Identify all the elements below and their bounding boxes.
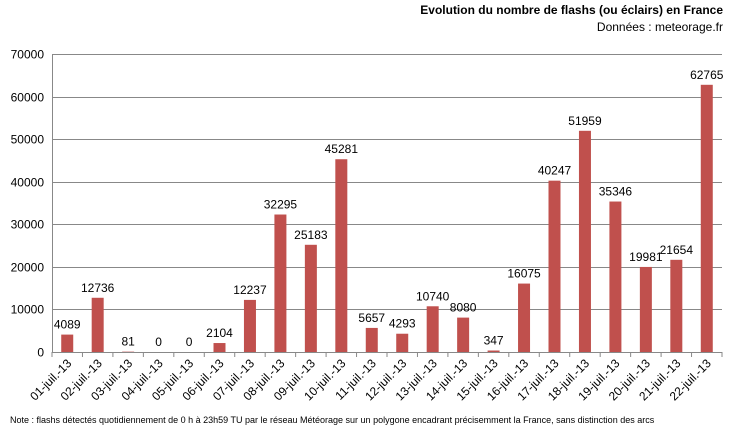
chart-note: Note : flashs détectés quotidiennement d… (10, 415, 655, 425)
data-label: 0 (186, 335, 193, 349)
grid-lines (52, 54, 722, 353)
y-tick-label: 40000 (11, 176, 45, 190)
y-tick-label: 50000 (11, 133, 45, 147)
bar (578, 130, 591, 352)
data-label: 32295 (264, 198, 298, 212)
data-label: 62765 (690, 68, 724, 82)
bar (396, 333, 409, 352)
data-label: 19981 (629, 250, 663, 264)
data-label: 4089 (54, 318, 81, 332)
data-label: 10740 (416, 289, 450, 303)
y-tick-label: 70000 (11, 48, 45, 62)
bar (426, 306, 439, 352)
chart-title: Evolution du nombre de flashs (ou éclair… (420, 3, 723, 17)
bar (609, 201, 622, 352)
y-tick-label: 30000 (11, 218, 45, 232)
bar (487, 350, 500, 352)
bar (335, 159, 348, 352)
x-axis-ticks: 01-juil.-1302-juil.-1303-juil.-1304-juil… (27, 352, 723, 403)
data-label: 16075 (507, 267, 541, 281)
data-label: 347 (484, 334, 504, 348)
bar (243, 299, 256, 352)
bar (213, 343, 226, 352)
data-label: 8080 (450, 301, 477, 315)
data-label: 12237 (233, 283, 267, 297)
data-label: 40247 (538, 164, 572, 178)
bars (61, 84, 713, 353)
data-label: 35346 (599, 185, 633, 199)
bar (518, 283, 531, 352)
chart-subtitle: Données : meteorage.fr (596, 20, 723, 34)
y-tick-label: 60000 (11, 91, 45, 105)
bar (274, 214, 287, 352)
data-label: 0 (155, 335, 162, 349)
y-tick-label: 0 (37, 346, 44, 360)
bar (670, 259, 683, 352)
data-label: 45281 (325, 142, 359, 156)
data-label: 25183 (294, 228, 328, 242)
data-label: 51959 (568, 114, 602, 128)
y-tick-label: 10000 (11, 303, 45, 317)
bar (639, 266, 652, 352)
y-axis-ticks: 0 10000 20000 30000 40000 50000 60000 70000 (11, 48, 45, 360)
bar (61, 334, 74, 352)
data-label: 21654 (660, 243, 694, 257)
bar (91, 297, 104, 352)
data-label: 4293 (389, 317, 416, 331)
data-label: 12736 (81, 281, 115, 295)
bar (548, 180, 561, 352)
y-tick-label: 20000 (11, 261, 45, 275)
data-labels: 4089 12736 81 0 0 2104 12237 32295 25183 45281 565… (54, 68, 724, 349)
data-label: 5657 (358, 311, 385, 325)
bar (700, 84, 713, 353)
data-label: 2104 (206, 326, 233, 340)
bar (365, 327, 378, 352)
bar (457, 317, 470, 352)
data-label: 81 (121, 335, 135, 349)
bar (304, 244, 317, 352)
